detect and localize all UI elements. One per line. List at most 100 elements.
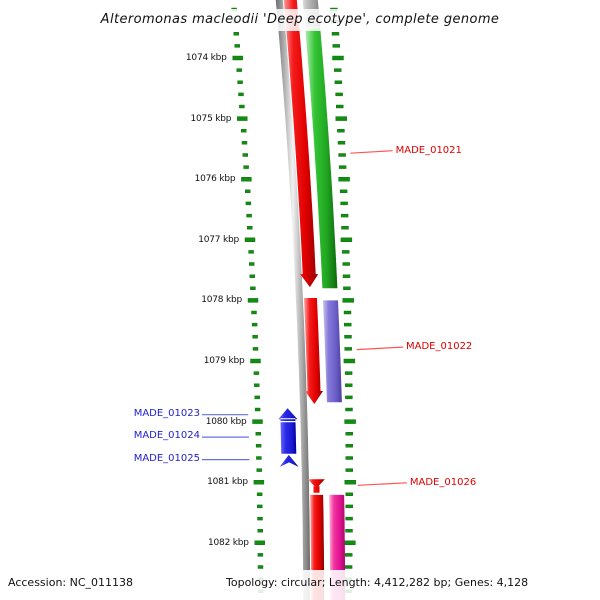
gene-label-MADE_01021[interactable]: MADE_01021 [395, 144, 462, 156]
scale-tick-minor-left [256, 492, 263, 496]
scale-tick-major-right [343, 358, 356, 364]
scale-tick-minor-left [240, 128, 247, 133]
gene-MADE_01026[interactable] [307, 479, 325, 493]
scale-tick-minor-right [345, 492, 353, 496]
scale-tick-major-left [247, 298, 259, 303]
scale-tick-major-left [241, 176, 252, 182]
scale-tick-minor-left [246, 213, 252, 218]
scale-tick-minor-left [255, 444, 262, 448]
leader-line-MADE_01022 [356, 346, 404, 351]
scale-tick-minor-left [243, 165, 249, 169]
scale-tick-major-right [335, 116, 347, 121]
scale-tick-minor-left [257, 529, 263, 533]
gene-MADE_01022[interactable] [303, 298, 323, 404]
backbone-arc [275, 0, 311, 600]
status-bar: Accession: NC_011138 Topology: circular;… [0, 570, 600, 600]
scale-label-1078: 1078 kbp [201, 295, 242, 306]
scale-tick-minor-left [252, 347, 259, 351]
gene-MADE_01021[interactable] [283, 0, 319, 288]
scale-tick-minor-left [252, 335, 258, 339]
scale-tick-minor-left [233, 32, 239, 36]
scale-tick-minor-right [345, 553, 353, 557]
scale-tick-minor-left [247, 225, 253, 230]
scale-tick-major-right [344, 480, 356, 485]
gene-label-MADE_01022[interactable]: MADE_01022 [406, 341, 473, 353]
scale-tick-minor-right [334, 80, 343, 84]
scale-tick-major-left [250, 358, 261, 364]
scale-label-1081: 1081 kbp [207, 477, 248, 488]
scale-tick-minor-right [345, 432, 353, 436]
scale-tick-minor-right [332, 44, 340, 48]
scale-tick-minor-left [257, 504, 263, 509]
scale-tick-minor-left [254, 383, 260, 387]
scale-tick-minor-right [342, 274, 351, 278]
gene-label-MADE_01023[interactable]: MADE_01023 [133, 407, 200, 419]
scale-tick-minor-left [238, 92, 244, 97]
scale-label-1074: 1074 kbp [185, 53, 227, 63]
scale-tick-major-right [340, 237, 353, 243]
scale-tick-minor-left [236, 68, 242, 72]
scale-tick-major-right [344, 540, 356, 545]
gene-label-MADE_01024[interactable]: MADE_01024 [133, 430, 200, 442]
leader-line-MADE_01021 [350, 150, 393, 154]
scale-tick-minor-right [345, 444, 353, 448]
scale-tick-minor-right [343, 310, 352, 315]
gene-MADE_01023[interactable] [278, 408, 298, 421]
scale-tick-minor-right [345, 529, 353, 533]
label-leader-lines [202, 150, 407, 486]
scale-tick-minor-left [248, 262, 255, 266]
scale-tick-minor-right [345, 456, 353, 460]
scale-tick-minor-right [344, 347, 352, 351]
gene-MADE_01025[interactable] [279, 454, 299, 467]
scale-tick-major-left [237, 116, 248, 121]
scale-tick-minor-right [345, 383, 353, 387]
scale-tick-minor-right [341, 225, 349, 230]
scale-label-1075: 1075 kbp [190, 113, 232, 124]
scale-tick-major-left [254, 540, 266, 545]
scale-tick-minor-left [257, 553, 264, 557]
scale-tick-major-right [344, 419, 356, 424]
gene-MADE_01024[interactable] [280, 422, 297, 454]
scale-label-1079: 1079 kbp [203, 356, 245, 366]
scale-tick-major-left [252, 419, 263, 424]
page-title: Alteromonas macleodii 'Deep ecotype', co… [0, 9, 600, 31]
gene-outer-purple[interactable] [323, 300, 342, 403]
scale-tick-minor-right [345, 504, 353, 509]
scale-tick-minor-left [256, 456, 262, 460]
scale-tick-minor-right [345, 516, 353, 521]
scale-tick-major-left [253, 480, 265, 485]
scale-tick-minor-right [337, 128, 345, 133]
scale-tick-minor-left [237, 80, 243, 84]
scale-tick-minor-left [251, 322, 258, 327]
scale-tick-minor-right [344, 322, 352, 327]
scale-tick-minor-right [337, 141, 346, 145]
scale-label-1077: 1077 kbp [198, 234, 239, 245]
topology-text: Topology: circular; Length: 4,412,282 bp… [226, 576, 529, 589]
scale-label-1082: 1082 kbp [208, 537, 249, 548]
scale-label-1076: 1076 kbp [194, 174, 236, 185]
scale-tick-minor-left [255, 432, 262, 436]
gene-label-MADE_01025[interactable]: MADE_01025 [133, 452, 200, 464]
scale-tick-major-left [232, 55, 243, 61]
scale-tick-minor-left [256, 468, 262, 472]
scale-tick-major-right [332, 55, 344, 61]
scale-tick-minor-right [338, 153, 346, 157]
gene-label-MADE_01026[interactable]: MADE_01026 [409, 476, 477, 488]
scale-tick-minor-right [340, 201, 348, 206]
scale-tick-minor-left [242, 153, 249, 157]
scale-tick-minor-right [345, 395, 353, 400]
scale-tick-minor-left [251, 310, 257, 315]
scale-tick-minor-left [257, 516, 263, 521]
scale-tick-minor-right [335, 92, 343, 97]
gene-outer-green[interactable] [305, 27, 338, 289]
scale-tick-major-right [338, 176, 350, 182]
scale-tick-minor-right [342, 250, 350, 254]
scale-tick-minor-left [241, 141, 248, 145]
scale-tick-minor-left [248, 250, 254, 254]
scale-tick-minor-left [254, 395, 260, 400]
scale-tick-minor-right [338, 165, 347, 169]
accession-text: Accession: NC_011138 [8, 576, 134, 589]
scale-tick-minor-right [343, 286, 351, 290]
